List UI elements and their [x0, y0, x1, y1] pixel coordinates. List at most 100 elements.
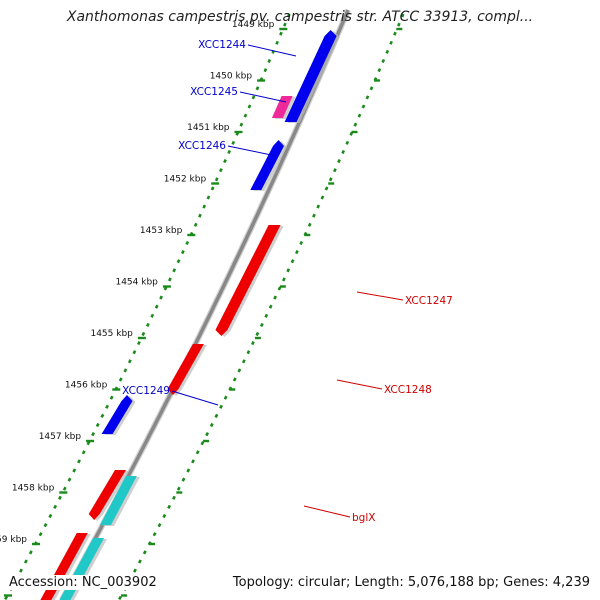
tick-dot-right — [341, 149, 345, 155]
tick-dot-left — [67, 477, 72, 482]
tick-dot-right — [328, 177, 333, 182]
tick-dot-right — [142, 550, 147, 555]
tick-dot-right — [377, 68, 382, 73]
tick-dot-right — [246, 350, 251, 355]
gene-xcc1248 — [167, 344, 204, 395]
tick-dot-right — [251, 341, 255, 346]
tick-dot-right — [186, 468, 191, 473]
tick-dot-right — [320, 195, 325, 200]
kbp-label: 1451 kbp — [187, 123, 230, 133]
callout-line — [303, 505, 351, 518]
gene-xcc1244 — [284, 30, 337, 122]
tick-dot-right — [259, 322, 264, 327]
tick-dot-left — [72, 468, 77, 473]
feature-cyan-1 — [100, 476, 137, 525]
kbp-label: 1453 kbp — [140, 226, 183, 236]
tick-dot-right — [237, 368, 242, 373]
gene-bglx — [88, 470, 126, 520]
tick-dot-right — [361, 104, 366, 109]
tick-dot-left — [283, 22, 287, 27]
tick-dot-right — [365, 95, 370, 100]
tick-dot-left — [62, 486, 67, 491]
tick-dot-right — [181, 477, 186, 482]
tick-dot-right — [345, 140, 350, 145]
tick-dot-left — [38, 532, 43, 537]
tick-dot-right — [324, 186, 329, 191]
gene-label-xcc1244: XCC1244 — [198, 39, 246, 51]
tick-dot-right — [219, 404, 223, 409]
tick-dot-left — [95, 422, 100, 428]
tick-dot-right — [205, 431, 210, 437]
tick-dot-left — [247, 104, 252, 109]
tick-dot-right — [223, 395, 228, 400]
tick-dot-left — [81, 450, 86, 455]
tick-dot-left — [123, 368, 128, 373]
tick-dot-right — [214, 413, 219, 419]
tick-dot-right — [316, 204, 321, 209]
gene-label-bglx: bglX — [352, 512, 375, 524]
tick-dot-left — [28, 550, 33, 555]
tick-dot-right — [209, 422, 214, 428]
tick-dot-left — [154, 304, 159, 309]
tick-dot-right — [381, 58, 386, 64]
tick-dot-right — [397, 22, 401, 27]
tick-dot-right — [255, 331, 260, 337]
tick-dot-left — [181, 250, 185, 255]
tick-dot-right — [200, 441, 205, 446]
tick-dot-right — [157, 522, 162, 528]
tick-dot-left — [176, 259, 181, 264]
kbp-ticks: 1449 kbp 1450 kbp 1451 kbp 1452 kbp 1453 kbp… — [0, 20, 403, 597]
tick-dot-right — [353, 122, 358, 127]
genome-title: Xanthomonas campestris pv. campestris st… — [66, 9, 534, 25]
kbp-label: 1452 kbp — [164, 175, 207, 185]
tick-dot-right — [400, 13, 405, 18]
tick-dot-left — [231, 140, 236, 145]
tick-dot-left — [202, 204, 207, 209]
tick-dot-right — [333, 168, 337, 173]
kbp-label: 1454 kbp — [115, 278, 158, 288]
tick-dot-right — [273, 295, 277, 300]
tick-dot-left — [4, 595, 9, 600]
tick-dot-right — [357, 113, 362, 118]
tick-dot-left — [48, 513, 53, 519]
gene-label-xcc1248: XCC1248 — [384, 384, 432, 396]
callout-line — [239, 91, 287, 103]
tick-dot-right — [137, 559, 142, 564]
tick-dot-left — [43, 522, 48, 528]
tick-dot-right — [162, 513, 167, 519]
kbp-label: 1449 kbp — [232, 20, 275, 30]
callout-line — [356, 291, 404, 301]
gene-xcc1247 — [215, 225, 281, 336]
topology-text: Topology: circular; Length: 5,076,188 bp… — [232, 575, 590, 590]
tick-dot-right — [232, 377, 237, 382]
tick-dot-left — [86, 441, 91, 446]
tick-dot-left — [150, 313, 155, 318]
tick-dot-right — [389, 40, 393, 45]
tick-dot-left — [223, 159, 227, 164]
callout-line — [171, 390, 219, 406]
tick-dot-left — [198, 213, 202, 218]
tick-dot-right — [268, 304, 273, 309]
gene-xcc1246 — [250, 140, 284, 190]
tick-dots — [4, 13, 405, 600]
tick-dot-right — [307, 222, 312, 227]
tick-dot-right — [312, 213, 316, 218]
tick-dot-left — [159, 295, 163, 300]
tick-dot-left — [141, 331, 146, 337]
tick-dot-left — [91, 431, 96, 437]
tick-dot-left — [137, 341, 141, 346]
gene-label-xcc1245: XCC1245 — [190, 86, 238, 98]
tick-dot-right — [282, 277, 286, 282]
tick-dot-left — [185, 240, 190, 246]
kbp-label: 1455 kbp — [90, 329, 133, 339]
tick-dot-right — [195, 450, 200, 455]
tick-dot-left — [255, 86, 260, 91]
tick-dot-left — [206, 195, 211, 200]
tick-dot-right — [337, 159, 341, 164]
tick-dot-left — [214, 177, 219, 182]
tick-dot-left — [275, 40, 279, 45]
tick-dot-left — [145, 322, 150, 327]
tick-dot-left — [251, 95, 256, 100]
tick-dot-left — [105, 404, 109, 409]
tick-dot-left — [23, 559, 28, 564]
